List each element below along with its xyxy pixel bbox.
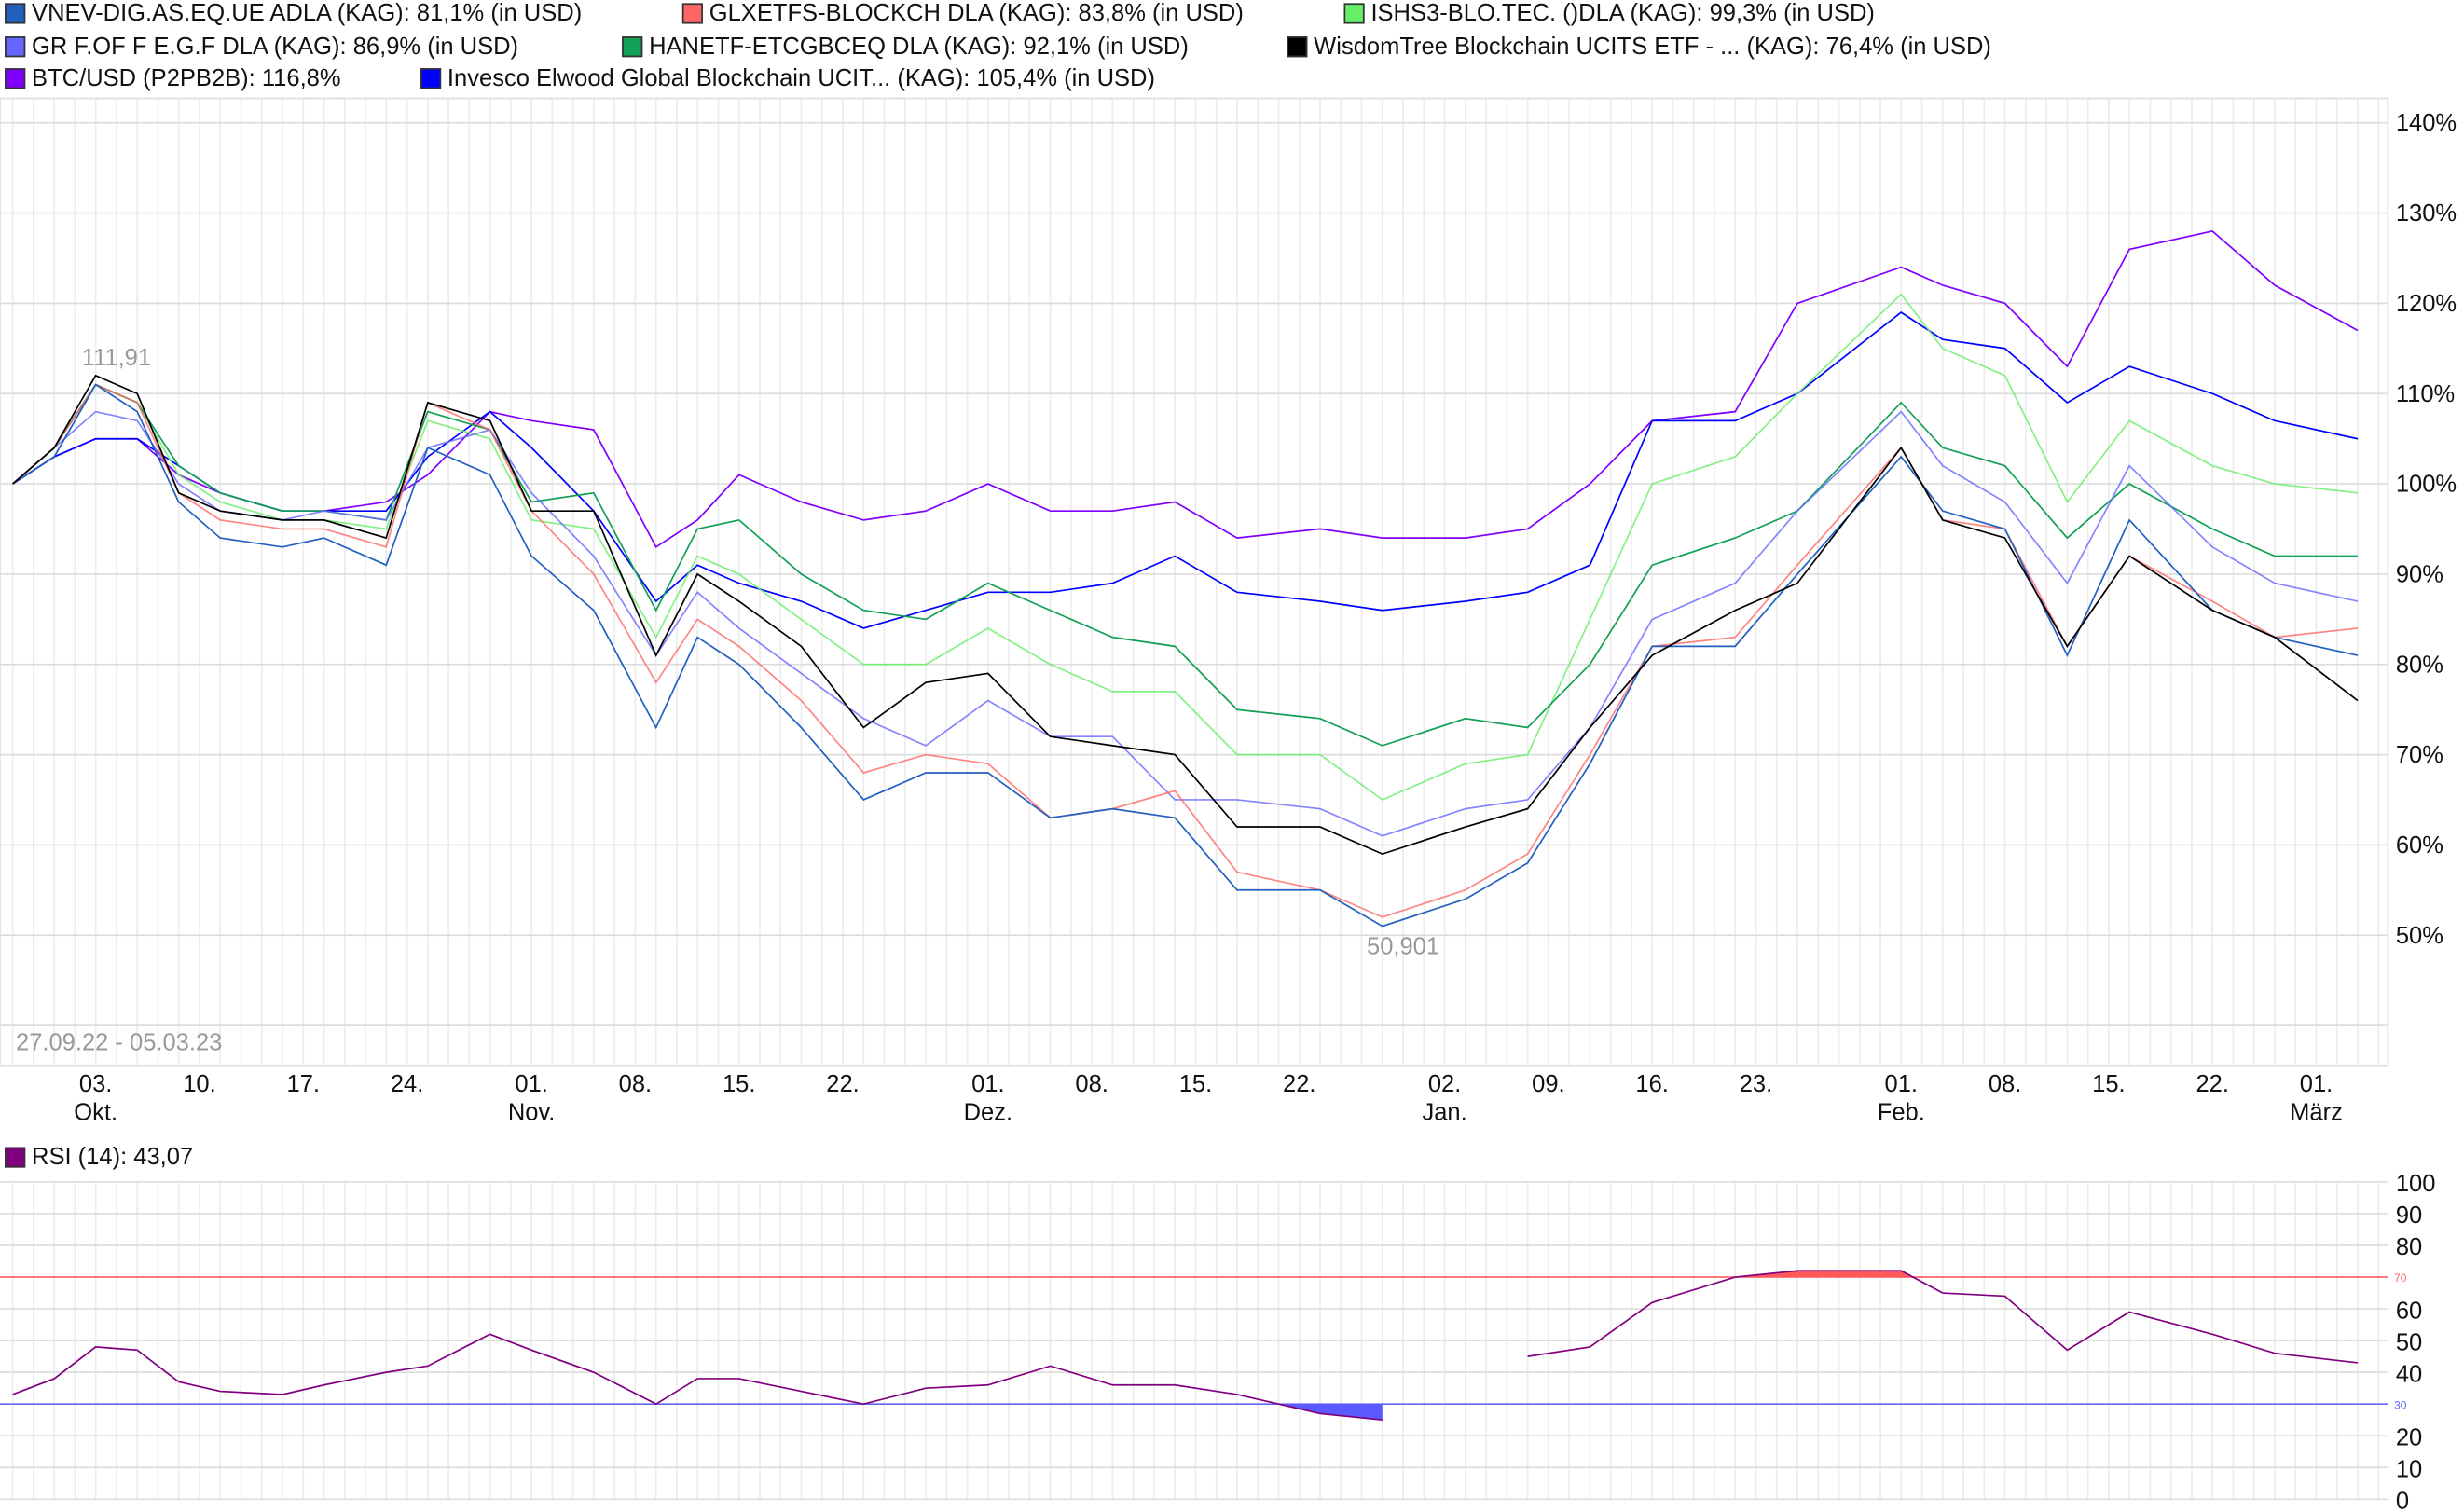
- legend-label: WisdomTree Blockchain UCITS ETF - ... (K…: [1314, 33, 1991, 61]
- x-tick-label: 23.: [1740, 1071, 1772, 1097]
- y-tick-label: 90%: [2396, 561, 2443, 587]
- legend-item-vnev: VNEV-DIG.AS.EQ.UE ADLA (KAG): 81,1% (in …: [5, 0, 582, 27]
- x-tick-month: Feb.: [1878, 1100, 1925, 1126]
- rsi-level-label: 30: [2394, 1398, 2407, 1411]
- x-tick-month: Dez.: [964, 1100, 1012, 1126]
- x-tick-label: 08.: [619, 1071, 652, 1097]
- x-tick-label: 24.: [391, 1071, 423, 1097]
- y-tick-label: 80%: [2396, 652, 2443, 678]
- legend-item-gr: GR F.OF F E.G.F DLA (KAG): 86,9% (in USD…: [5, 34, 518, 61]
- legend-swatch: [5, 3, 26, 24]
- series-line-hanetf-etcgbceq: [12, 383, 2359, 747]
- legend-item-hanetf: HANETF-ETCGBCEQ DLA (KAG): 92,1% (in USD…: [622, 34, 1189, 61]
- series-line-gr: [12, 410, 2359, 837]
- rsi-legend: RSI (14): 43,07: [5, 1144, 193, 1171]
- rsi-y-tick-label: 60: [2396, 1298, 2422, 1324]
- x-tick-label: 09.: [1532, 1071, 1564, 1097]
- x-tick-label: 01.: [515, 1071, 547, 1097]
- legend-item-glx: GLXETFS-BLOCKCH DLA (KAG): 83,8% (in USD…: [681, 0, 1244, 27]
- legend-item-invesco: Invesco Elwood Global Blockchain UCIT...…: [420, 65, 1155, 92]
- x-tick-month: Okt.: [74, 1100, 117, 1126]
- x-tick-month: Jan.: [1422, 1100, 1466, 1126]
- legend-item-wisdomtree: WisdomTree Blockchain UCITS ETF - ... (K…: [1287, 34, 1991, 61]
- series-line-ishs3-blo.tec.: [12, 293, 2359, 801]
- extreme-value-label: 111,91: [82, 345, 151, 371]
- legend-label: GLXETFS-BLOCKCH DLA (KAG): 83,8% (in USD…: [709, 0, 1244, 27]
- x-tick-label: 15.: [2092, 1071, 2125, 1097]
- y-tick-label: 140%: [2396, 110, 2457, 136]
- rsi-level-label: 70: [2394, 1271, 2407, 1285]
- rsi-y-tick-label: 50: [2396, 1329, 2422, 1355]
- y-tick-label: 110%: [2396, 381, 2455, 407]
- x-tick-label: 01.: [971, 1071, 1004, 1097]
- legend-swatch: [622, 36, 643, 58]
- rsi-y-tick-label: 90: [2396, 1203, 2422, 1229]
- legend-swatch: [681, 3, 703, 24]
- rsi-title: RSI (14): 43,07: [32, 1144, 194, 1172]
- legend-label: GR F.OF F E.G.F DLA (KAG): 86,9% (in USD…: [32, 33, 519, 61]
- legend-label: BTC/USD (P2PB2B): 116,8%: [32, 64, 341, 92]
- rsi-y-tick-label: 20: [2396, 1424, 2422, 1450]
- y-tick-label: 130%: [2396, 200, 2457, 227]
- y-tick-label: 70%: [2396, 742, 2443, 768]
- x-tick-label: 16.: [1635, 1071, 1668, 1097]
- legend-swatch: [5, 36, 26, 58]
- legend-swatch: [420, 68, 442, 89]
- plot-frame: [0, 97, 2389, 1067]
- series-line-glxetfs-blockch: [12, 383, 2359, 918]
- extreme-value-label: 50,901: [1367, 933, 1439, 959]
- rsi-y-tick-label: 80: [2396, 1234, 2422, 1260]
- x-tick-label: 17.: [287, 1071, 320, 1097]
- y-tick-label: 60%: [2396, 832, 2443, 859]
- x-tick-label: 01.: [1885, 1071, 1918, 1097]
- rsi-y-tick-label: 100: [2396, 1171, 2436, 1197]
- rsi-y-tick-label: 10: [2396, 1456, 2422, 1482]
- rsi-y-tick-label: 0: [2396, 1489, 2409, 1512]
- legend-label: ISHS3-BLO.TEC. ()DLA (KAG): 99,3% (in US…: [1370, 0, 1875, 27]
- series-line-btc: [12, 230, 2359, 549]
- x-tick-label: 22.: [826, 1071, 859, 1097]
- y-tick-label: 50%: [2396, 923, 2443, 949]
- rsi-line: [12, 1333, 1383, 1422]
- legend-swatch: [5, 1147, 26, 1168]
- date-range-label: 27.09.22 - 05.03.23: [16, 1030, 222, 1056]
- legend-swatch: [1287, 36, 1308, 58]
- x-tick-label: 15.: [723, 1071, 755, 1097]
- y-tick-label: 100%: [2396, 472, 2457, 498]
- legend-label: Invesco Elwood Global Blockchain UCIT...…: [447, 64, 1156, 92]
- series-line-wisdomtree: [12, 374, 2359, 856]
- x-tick-label: 08.: [1075, 1071, 1108, 1097]
- x-tick-label: 02.: [1428, 1071, 1461, 1097]
- x-tick-label: 22.: [2196, 1071, 2228, 1097]
- rsi-line: [1527, 1270, 2359, 1364]
- legend-item-ishs3: ISHS3-BLO.TEC. ()DLA (KAG): 99,3% (in US…: [1343, 0, 1875, 27]
- rsi-y-tick-label: 40: [2396, 1361, 2422, 1387]
- legend-label: VNEV-DIG.AS.EQ.UE ADLA (KAG): 81,1% (in …: [32, 0, 583, 27]
- legend-label: HANETF-ETCGBCEQ DLA (KAG): 92,1% (in USD…: [649, 33, 1189, 61]
- x-tick-label: 10.: [183, 1071, 215, 1097]
- legend-item-btc: BTC/USD (P2PB2B): 116,8%: [5, 64, 341, 92]
- x-tick-label: 08.: [1989, 1071, 2021, 1097]
- x-tick-label: 15.: [1179, 1071, 1212, 1097]
- x-tick-label: 22.: [1283, 1071, 1315, 1097]
- legend-swatch: [5, 68, 26, 89]
- x-tick-month: März: [2290, 1100, 2343, 1126]
- x-tick-label: 01.: [2300, 1071, 2333, 1097]
- series-line-invesco: [12, 311, 2359, 629]
- y-tick-label: 120%: [2396, 291, 2457, 317]
- legend-swatch: [1343, 3, 1365, 24]
- x-tick-label: 03.: [79, 1071, 112, 1097]
- x-tick-month: Nov.: [508, 1100, 556, 1126]
